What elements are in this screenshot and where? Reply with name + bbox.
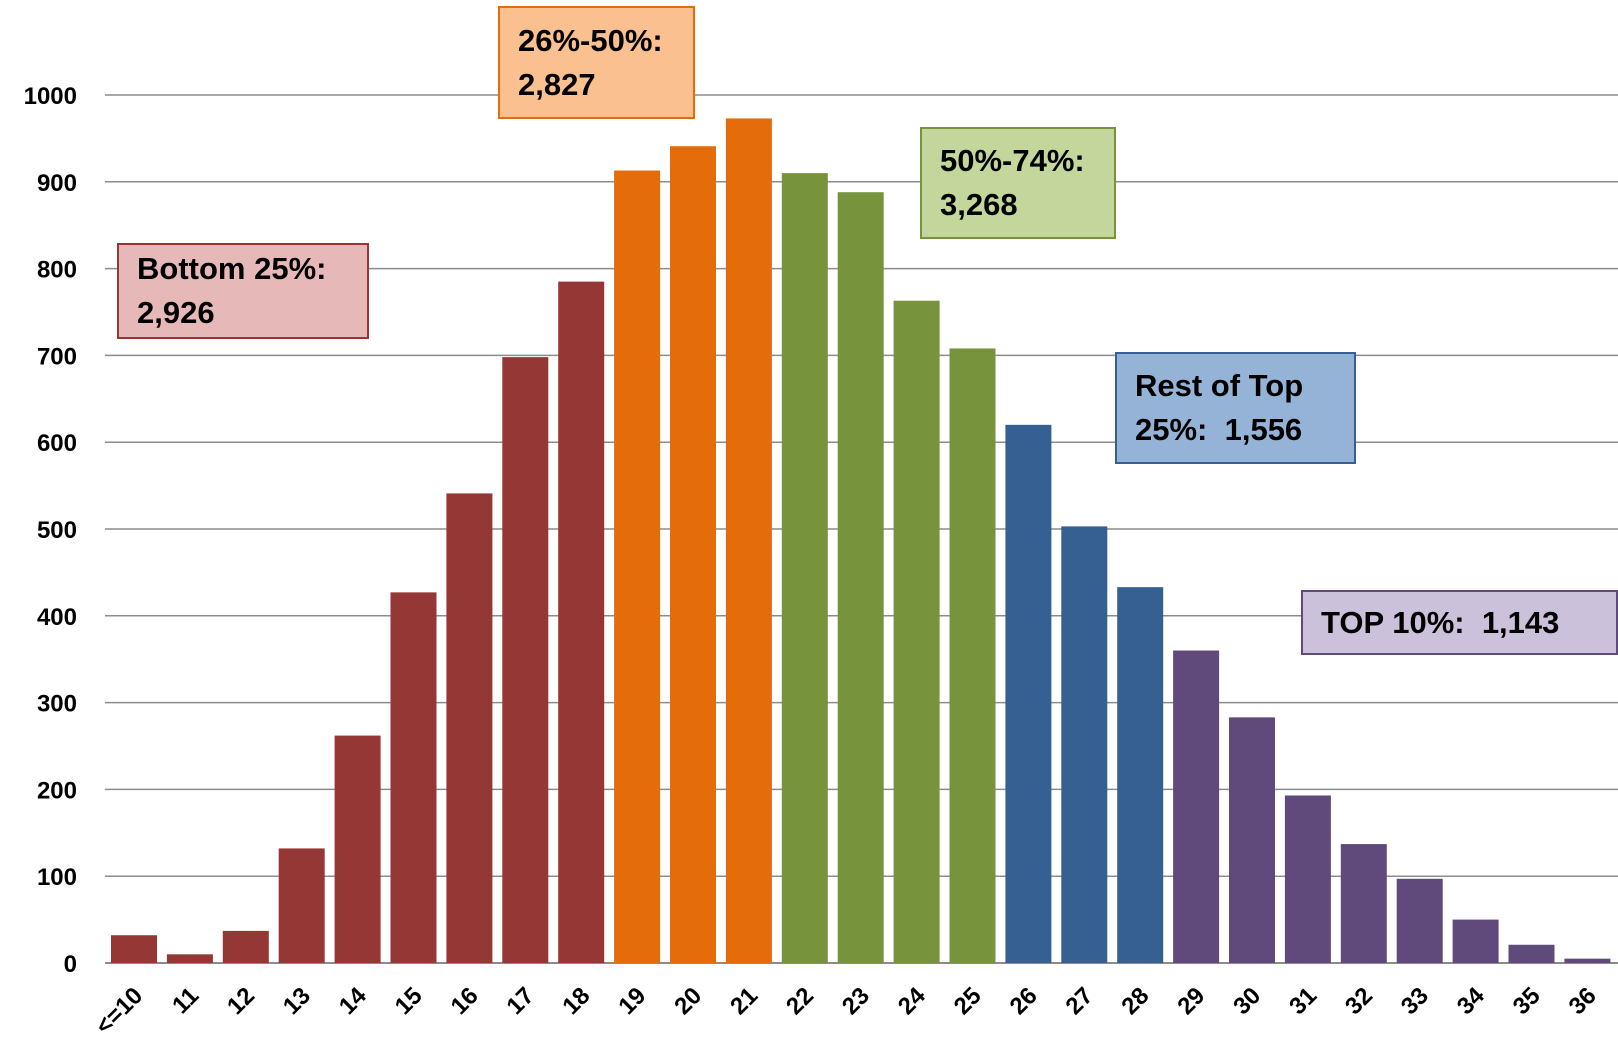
callout-rest-of-top-25-line2: 25%: 1,556 [1135, 412, 1303, 447]
x-tick-label: 11 [167, 982, 204, 1019]
x-tick-label: 12 [222, 982, 260, 1020]
bar-11 [166, 954, 213, 963]
y-tick-label: 500 [37, 517, 77, 544]
y-tick-label: 100 [37, 864, 77, 891]
x-tick-label: 26 [1005, 982, 1043, 1020]
x-tick-label: 31 [1284, 982, 1322, 1020]
callout-top-10-line1: TOP 10%: 1,143 [1321, 604, 1560, 640]
x-tick-label: 13 [278, 982, 316, 1020]
bar-26 [1005, 424, 1052, 964]
x-tick-label: 17 [502, 982, 540, 1020]
y-tick-label: 800 [37, 257, 77, 284]
callout-top-10: TOP 10%: 1,143 [1301, 590, 1618, 655]
bar-24 [893, 300, 940, 963]
bar-28 [1117, 587, 1164, 963]
x-tick-label: 36 [1564, 982, 1602, 1020]
bar-32 [1340, 844, 1387, 963]
x-tick-label: 14 [334, 982, 372, 1020]
x-axis-ticks: <=10 11 12 13 14 15 16 17 18 19 20 21 22 23 24 25 26 27 28… [90, 982, 1601, 1040]
bar-31 [1284, 795, 1331, 963]
bar-16 [446, 493, 493, 963]
callout-50-74: 50%-74%: 3,268 [920, 127, 1116, 239]
x-tick-label: 25 [949, 982, 987, 1020]
y-tick-label: 300 [37, 691, 77, 718]
bar-30 [1229, 717, 1275, 963]
y-axis-ticks: 0 100 200 300 400 500 600 700 800 900 1000 [24, 83, 77, 978]
x-tick-label: 34 [1452, 982, 1490, 1020]
callout-rest-of-top-25: Rest of Top 25%: 1,556 [1115, 352, 1356, 464]
bar-18 [558, 281, 605, 963]
callout-rest-of-top-25-line1: Rest of Top [1135, 368, 1304, 403]
callout-bottom-25-line1: Bottom 25%: [137, 251, 327, 286]
x-tick-label: 16 [446, 982, 484, 1020]
x-tick-label: 23 [837, 982, 875, 1020]
x-tick-label: 19 [613, 982, 651, 1020]
callout-bottom-25: Bottom 25%: 2,926 [117, 243, 369, 339]
bar-34 [1452, 919, 1499, 963]
bar-17 [502, 357, 549, 963]
callout-50-74-line1: 50%-74%: [940, 143, 1085, 178]
bar-19 [614, 170, 661, 964]
x-tick-label: 30 [1228, 982, 1266, 1020]
bar-36 [1564, 958, 1611, 963]
bar-29 [1173, 650, 1220, 963]
bar-23 [837, 192, 884, 963]
x-tick-label: 18 [557, 982, 595, 1020]
bar-21 [725, 118, 772, 964]
x-tick-label: 22 [781, 982, 819, 1020]
x-tick-label: 27 [1061, 982, 1099, 1020]
bar-22 [781, 173, 828, 963]
y-tick-label: 0 [64, 951, 77, 978]
bar-20 [670, 146, 716, 963]
x-tick-label: 35 [1508, 982, 1546, 1020]
y-tick-label: 900 [37, 170, 77, 197]
y-tick-label: 400 [37, 604, 77, 631]
callout-26-50: 26%-50%: 2,827 [498, 6, 695, 119]
x-tick-label: 24 [893, 982, 931, 1020]
bar-25 [949, 348, 996, 963]
x-tick-label: 32 [1340, 982, 1378, 1020]
y-tick-label: 200 [37, 777, 77, 804]
bar-27 [1061, 526, 1108, 963]
bar-33 [1396, 878, 1443, 963]
x-tick-label: <=10 [90, 982, 148, 1040]
x-tick-label: 28 [1116, 982, 1154, 1020]
x-tick-label: 33 [1396, 982, 1434, 1020]
x-tick-label: 20 [669, 982, 707, 1020]
y-tick-label: 1000 [24, 83, 77, 110]
bar-13 [278, 848, 325, 963]
y-tick-label: 700 [37, 343, 77, 370]
bars [111, 118, 1611, 964]
callout-26-50-line2: 2,827 [518, 66, 596, 102]
bar-12 [222, 930, 269, 963]
x-tick-label: 29 [1172, 982, 1210, 1020]
bar-15 [390, 592, 437, 963]
y-tick-label: 600 [37, 430, 77, 457]
x-tick-label: 15 [390, 982, 428, 1020]
callout-50-74-line2: 3,268 [940, 187, 1018, 222]
bar-14 [334, 735, 381, 963]
bar-35 [1508, 944, 1555, 963]
callout-26-50-line1: 26%-50%: [518, 22, 663, 58]
bar-le10 [111, 935, 157, 963]
callout-bottom-25-line2: 2,926 [137, 295, 215, 330]
x-tick-label: 21 [725, 982, 763, 1020]
